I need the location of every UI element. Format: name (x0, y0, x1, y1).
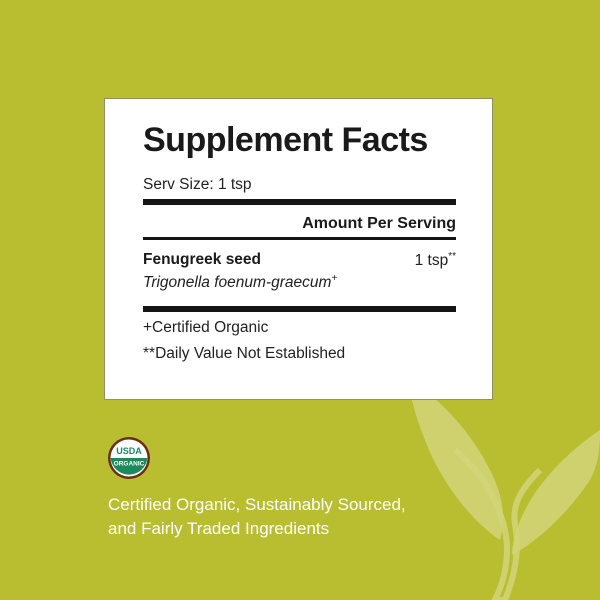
organic-text: ORGANIC (114, 461, 145, 468)
usda-organic-seal-icon: USDA ORGANIC (108, 437, 150, 479)
supplement-facts-panel: Supplement Facts Serv Size: 1 tsp Amount… (104, 98, 493, 400)
serving-size: Serv Size: 1 tsp (143, 176, 252, 193)
ingredient-name: Fenugreek seed (143, 251, 262, 268)
scientific-name-text: Trigonella foenum-graecum (143, 274, 332, 292)
divider-thick (143, 199, 456, 205)
footnote-certified-organic: +Certified Organic (143, 319, 269, 336)
ingredient-amount: 1 tsp** (143, 251, 456, 270)
amount-footnote-mark: ** (448, 251, 456, 262)
divider-thick (143, 306, 456, 312)
scientific-footnote-mark: + (331, 273, 338, 284)
ingredient-scientific-name: Trigonella foenum-graecum+ (143, 273, 456, 292)
tagline-line-1: Certified Organic, Sustainably Sourced, (108, 495, 406, 514)
tagline-line-2: and Fairly Traded Ingredients (108, 519, 330, 538)
divider-thin (143, 237, 456, 240)
amount-value: 1 tsp (414, 252, 449, 270)
tagline: Certified Organic, Sustainably Sourced, … (108, 493, 406, 541)
facts-title: Supplement Facts (143, 121, 428, 159)
usda-text: USDA (116, 446, 142, 456)
footnote-daily-value: **Daily Value Not Established (143, 345, 346, 362)
amount-per-serving-header: Amount Per Serving (302, 215, 456, 232)
